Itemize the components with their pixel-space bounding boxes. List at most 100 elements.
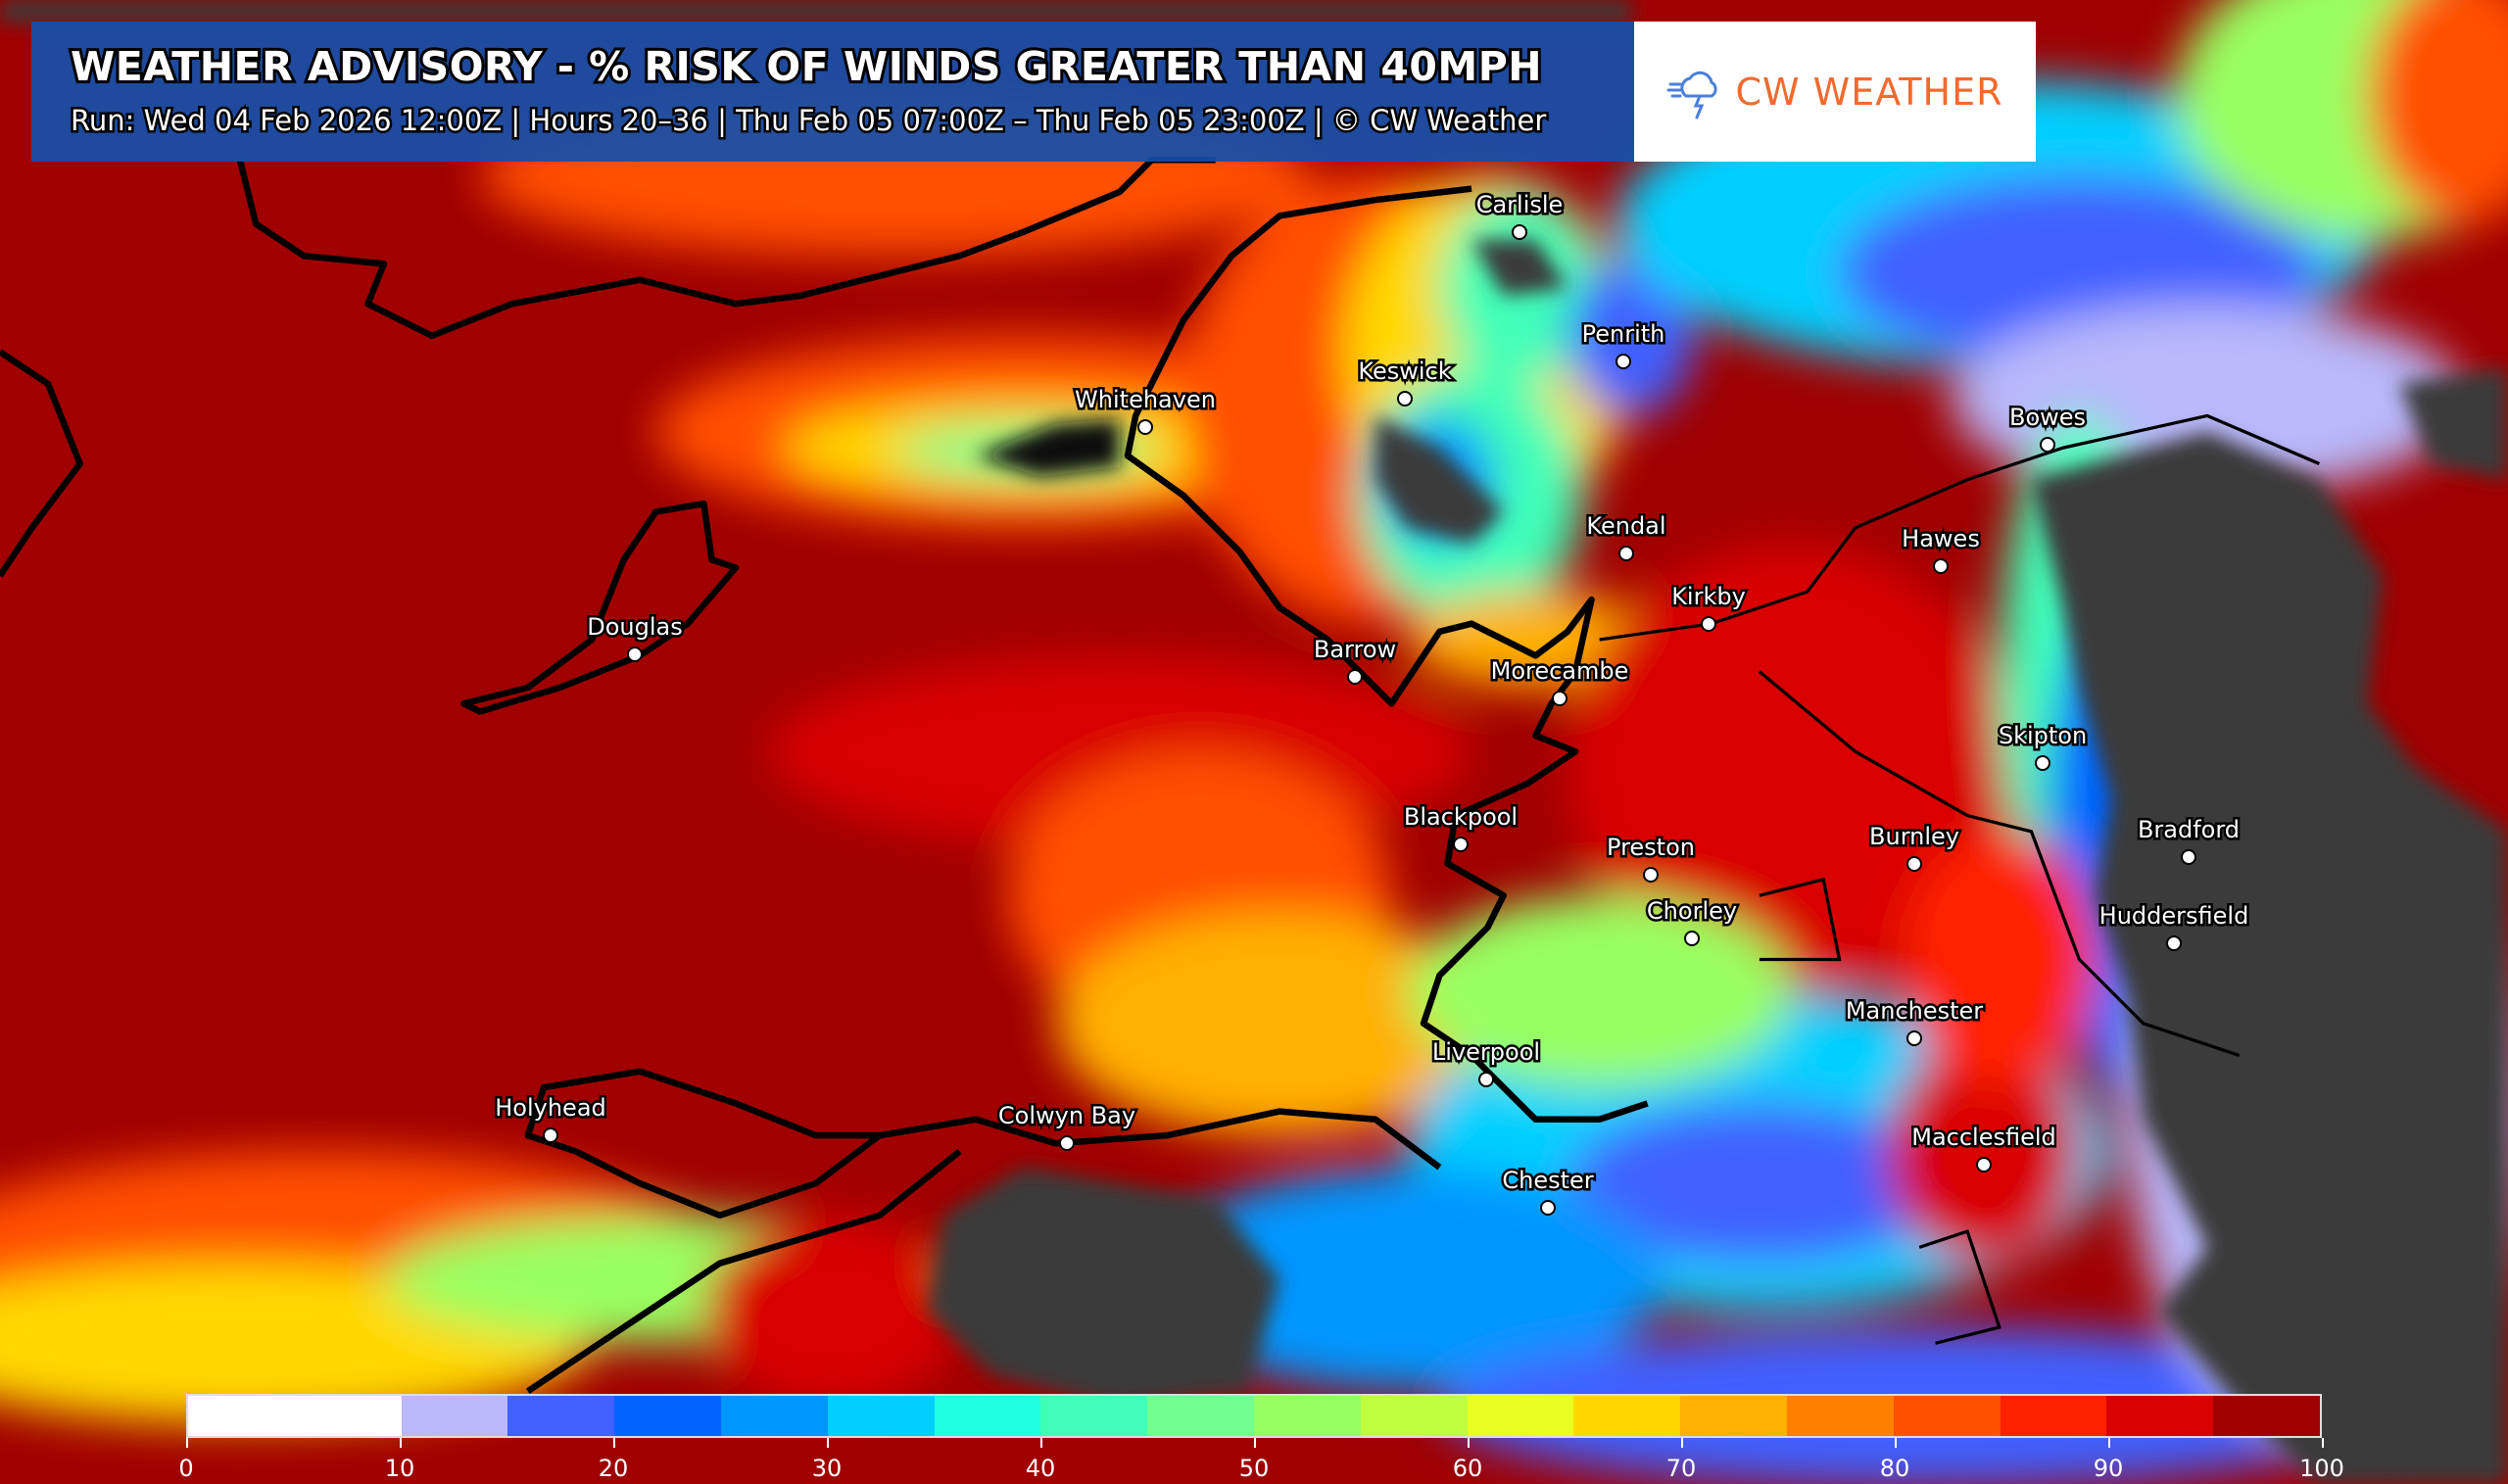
colorbar-segment	[1893, 1396, 2001, 1436]
tick-mark	[2108, 1438, 2110, 1448]
tick-label: 40	[1025, 1455, 1056, 1482]
city-label: Liverpool	[1429, 1036, 1542, 1069]
city-dot	[1684, 931, 1700, 946]
cloud-lightning-wind-icon	[1666, 71, 1718, 119]
colorbar-segment	[1253, 1396, 1361, 1436]
city-dot	[1478, 1072, 1494, 1087]
city-label: Bowes	[2006, 402, 2088, 434]
colorbar-segment	[1360, 1396, 1468, 1436]
tick-mark	[400, 1438, 402, 1448]
advisory-header: WEATHER ADVISORY - % RISK OF WINDS GREAT…	[31, 22, 1634, 162]
tick-label: 60	[1452, 1455, 1483, 1482]
map-title: WEATHER ADVISORY - % RISK OF WINDS GREAT…	[68, 40, 1545, 93]
colorbar-segment	[614, 1396, 721, 1436]
city-dot	[1512, 224, 1527, 240]
colorbar	[186, 1394, 2322, 1438]
city-dot	[2181, 849, 2196, 865]
tick-label: 50	[1238, 1455, 1270, 1482]
city-label: Chorley	[1644, 895, 1739, 928]
tick-mark	[1040, 1438, 1042, 1448]
city-dot	[1643, 867, 1659, 883]
city-dot	[2166, 935, 2182, 951]
tick-label: 0	[178, 1455, 194, 1482]
city-dot	[1059, 1135, 1075, 1151]
tick-label: 80	[1879, 1455, 1910, 1482]
colorbar-segment	[720, 1396, 828, 1436]
city-dot	[1347, 669, 1363, 685]
city-dot	[1906, 856, 1922, 872]
city-dot	[1701, 616, 1716, 632]
tick-label: 90	[2093, 1455, 2124, 1482]
city-dot	[1976, 1157, 1992, 1173]
city-dot	[1453, 837, 1469, 852]
city-label: Morecambe	[1488, 655, 1631, 688]
borders	[1599, 413, 2320, 1345]
tick-mark	[1681, 1438, 1683, 1448]
tick-mark	[827, 1438, 829, 1448]
city-label: Kendal	[1584, 510, 1668, 543]
city-dot	[1906, 1030, 1922, 1046]
city-dot	[1618, 546, 1634, 561]
tick-mark	[613, 1438, 615, 1448]
city-dot	[2035, 755, 2050, 771]
city-label: Burnley	[1867, 821, 1962, 853]
tick-label: 100	[2299, 1455, 2344, 1482]
cw-weather-logo: CW WEATHER	[1634, 22, 2036, 162]
tick-label: 10	[384, 1455, 415, 1482]
city-dot	[1137, 419, 1153, 435]
city-label: Manchester	[1843, 995, 1985, 1028]
city-label: Kirkby	[1669, 581, 1749, 613]
city-label: Skipton	[1996, 720, 2089, 752]
tick-mark	[186, 1438, 188, 1448]
city-dot	[2040, 437, 2055, 453]
coastlines	[0, 156, 1649, 1395]
logo-text: CW WEATHER	[1735, 70, 2003, 114]
colorbar-segment	[1040, 1396, 1148, 1436]
city-dot	[1933, 558, 1949, 574]
tick-mark	[1895, 1438, 1897, 1448]
tick-mark	[1468, 1438, 1470, 1448]
city-label: Keswick	[1356, 356, 1454, 388]
colorbar-segment	[188, 1396, 402, 1436]
city-dot	[627, 646, 643, 662]
colorbar-segment	[401, 1396, 508, 1436]
city-label: Barrow	[1311, 634, 1398, 666]
colorbar-segment	[1467, 1396, 1574, 1436]
city-label: Blackpool	[1401, 801, 1519, 834]
colorbar-segment	[2213, 1396, 2320, 1436]
city-label: Holyhead	[493, 1092, 609, 1125]
tick-label: 30	[811, 1455, 843, 1482]
tick-mark	[1254, 1438, 1256, 1448]
colorbar-segment	[934, 1396, 1041, 1436]
run-info: Run: Wed 04 Feb 2026 12:00Z | Hours 20–3…	[68, 102, 1548, 140]
colorbar-segment	[1786, 1396, 1894, 1436]
city-label: Colwyn Bay	[995, 1100, 1137, 1132]
tick-label: 70	[1665, 1455, 1697, 1482]
city-label: Penrith	[1579, 318, 1667, 351]
city-label: Hawes	[1900, 523, 1983, 555]
city-label: Preston	[1605, 832, 1698, 864]
city-label: Douglas	[585, 611, 685, 644]
city-label: Chester	[1500, 1165, 1596, 1197]
city-dot	[1397, 391, 1413, 407]
colorbar-segment	[507, 1396, 615, 1436]
tick-label: 20	[598, 1455, 629, 1482]
colorbar-segment	[827, 1396, 935, 1436]
city-label: Macclesfield	[1909, 1122, 2059, 1154]
city-dot	[1552, 691, 1568, 706]
city-dot	[1540, 1200, 1556, 1216]
city-dot	[543, 1127, 558, 1143]
colorbar-segment	[1680, 1396, 1787, 1436]
city-label: Bradford	[2135, 814, 2242, 846]
city-label: Whitehaven	[1073, 384, 1219, 416]
colorbar-segment	[1147, 1396, 1254, 1436]
city-label: Huddersfield	[2097, 900, 2251, 933]
colorbar-segment	[2000, 1396, 2107, 1436]
city-label: Carlisle	[1473, 189, 1566, 221]
colorbar-segment	[2106, 1396, 2214, 1436]
city-dot	[1616, 354, 1631, 369]
colorbar-segment	[1573, 1396, 1681, 1436]
